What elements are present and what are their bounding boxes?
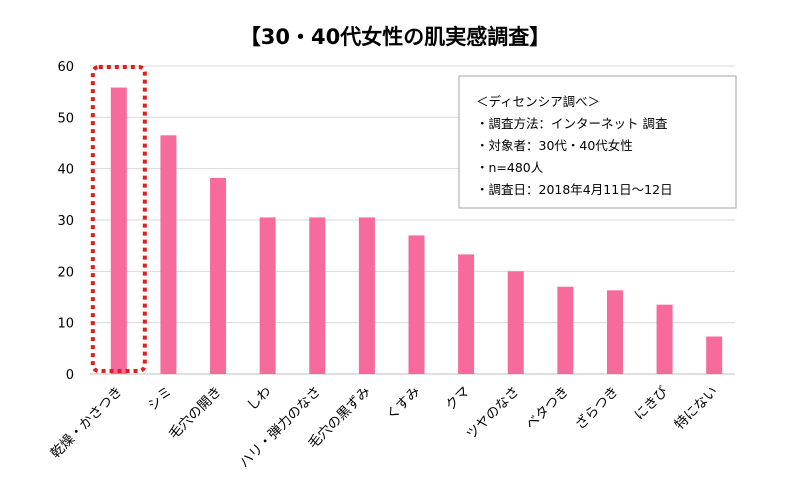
bar [210,177,227,374]
bars [110,87,723,374]
x-tick-label: 乾燥・かさつき [48,384,126,462]
bar [557,286,574,374]
x-tick-label: にきび [631,383,671,423]
bar [606,290,623,374]
notes-heading: ＜ディセンシア調べ＞ [476,94,600,109]
survey-notes: ＜ディセンシア調べ＞ ・調査方法：インターネット 調査 ・対象者：30代・40代… [458,75,737,209]
bar [259,217,276,374]
x-tick-label: ざらつき [572,383,622,433]
notes-line-method: ・調査方法：インターネット 調査 [476,116,668,131]
y-tick-label: 20 [57,265,74,280]
bar [358,217,375,374]
x-tick-label: クマ [443,384,473,414]
bar [458,254,475,374]
bar [507,271,524,374]
notes-box [458,75,737,209]
bar [706,336,723,374]
x-tick-label: シミ [145,384,175,414]
x-tick-label: くすみ [383,384,423,424]
y-tick-label: 10 [57,317,74,332]
x-tick-label: 特にない [672,384,721,433]
bar [656,304,673,374]
x-tick-label: しわ [244,384,274,414]
bar [309,217,326,374]
bar [110,87,127,374]
notes-line-sample: ・n=480人 [476,160,544,175]
y-tick-label: 30 [57,214,74,229]
notes-line-target: ・対象者：30代・40代女性 [476,138,633,153]
x-tick-label: ベタつき [523,384,572,433]
y-axis-ticks: 0 10 20 30 40 50 60 [57,60,74,383]
bar [408,235,425,374]
y-tick-label: 0 [66,368,74,383]
chart-title: 【30・40代女性の肌実感調査】 [240,25,550,49]
bar [160,135,177,374]
y-tick-label: 50 [57,111,74,126]
highlight-box [90,65,147,373]
x-tick-label: 毛穴の開き [166,384,225,443]
x-tick-label: ツヤのなさ [464,384,523,443]
notes-line-date: ・調査日：2018年4月11日〜12日 [476,182,673,197]
y-tick-label: 40 [57,163,74,178]
y-tick-label: 60 [57,60,74,75]
